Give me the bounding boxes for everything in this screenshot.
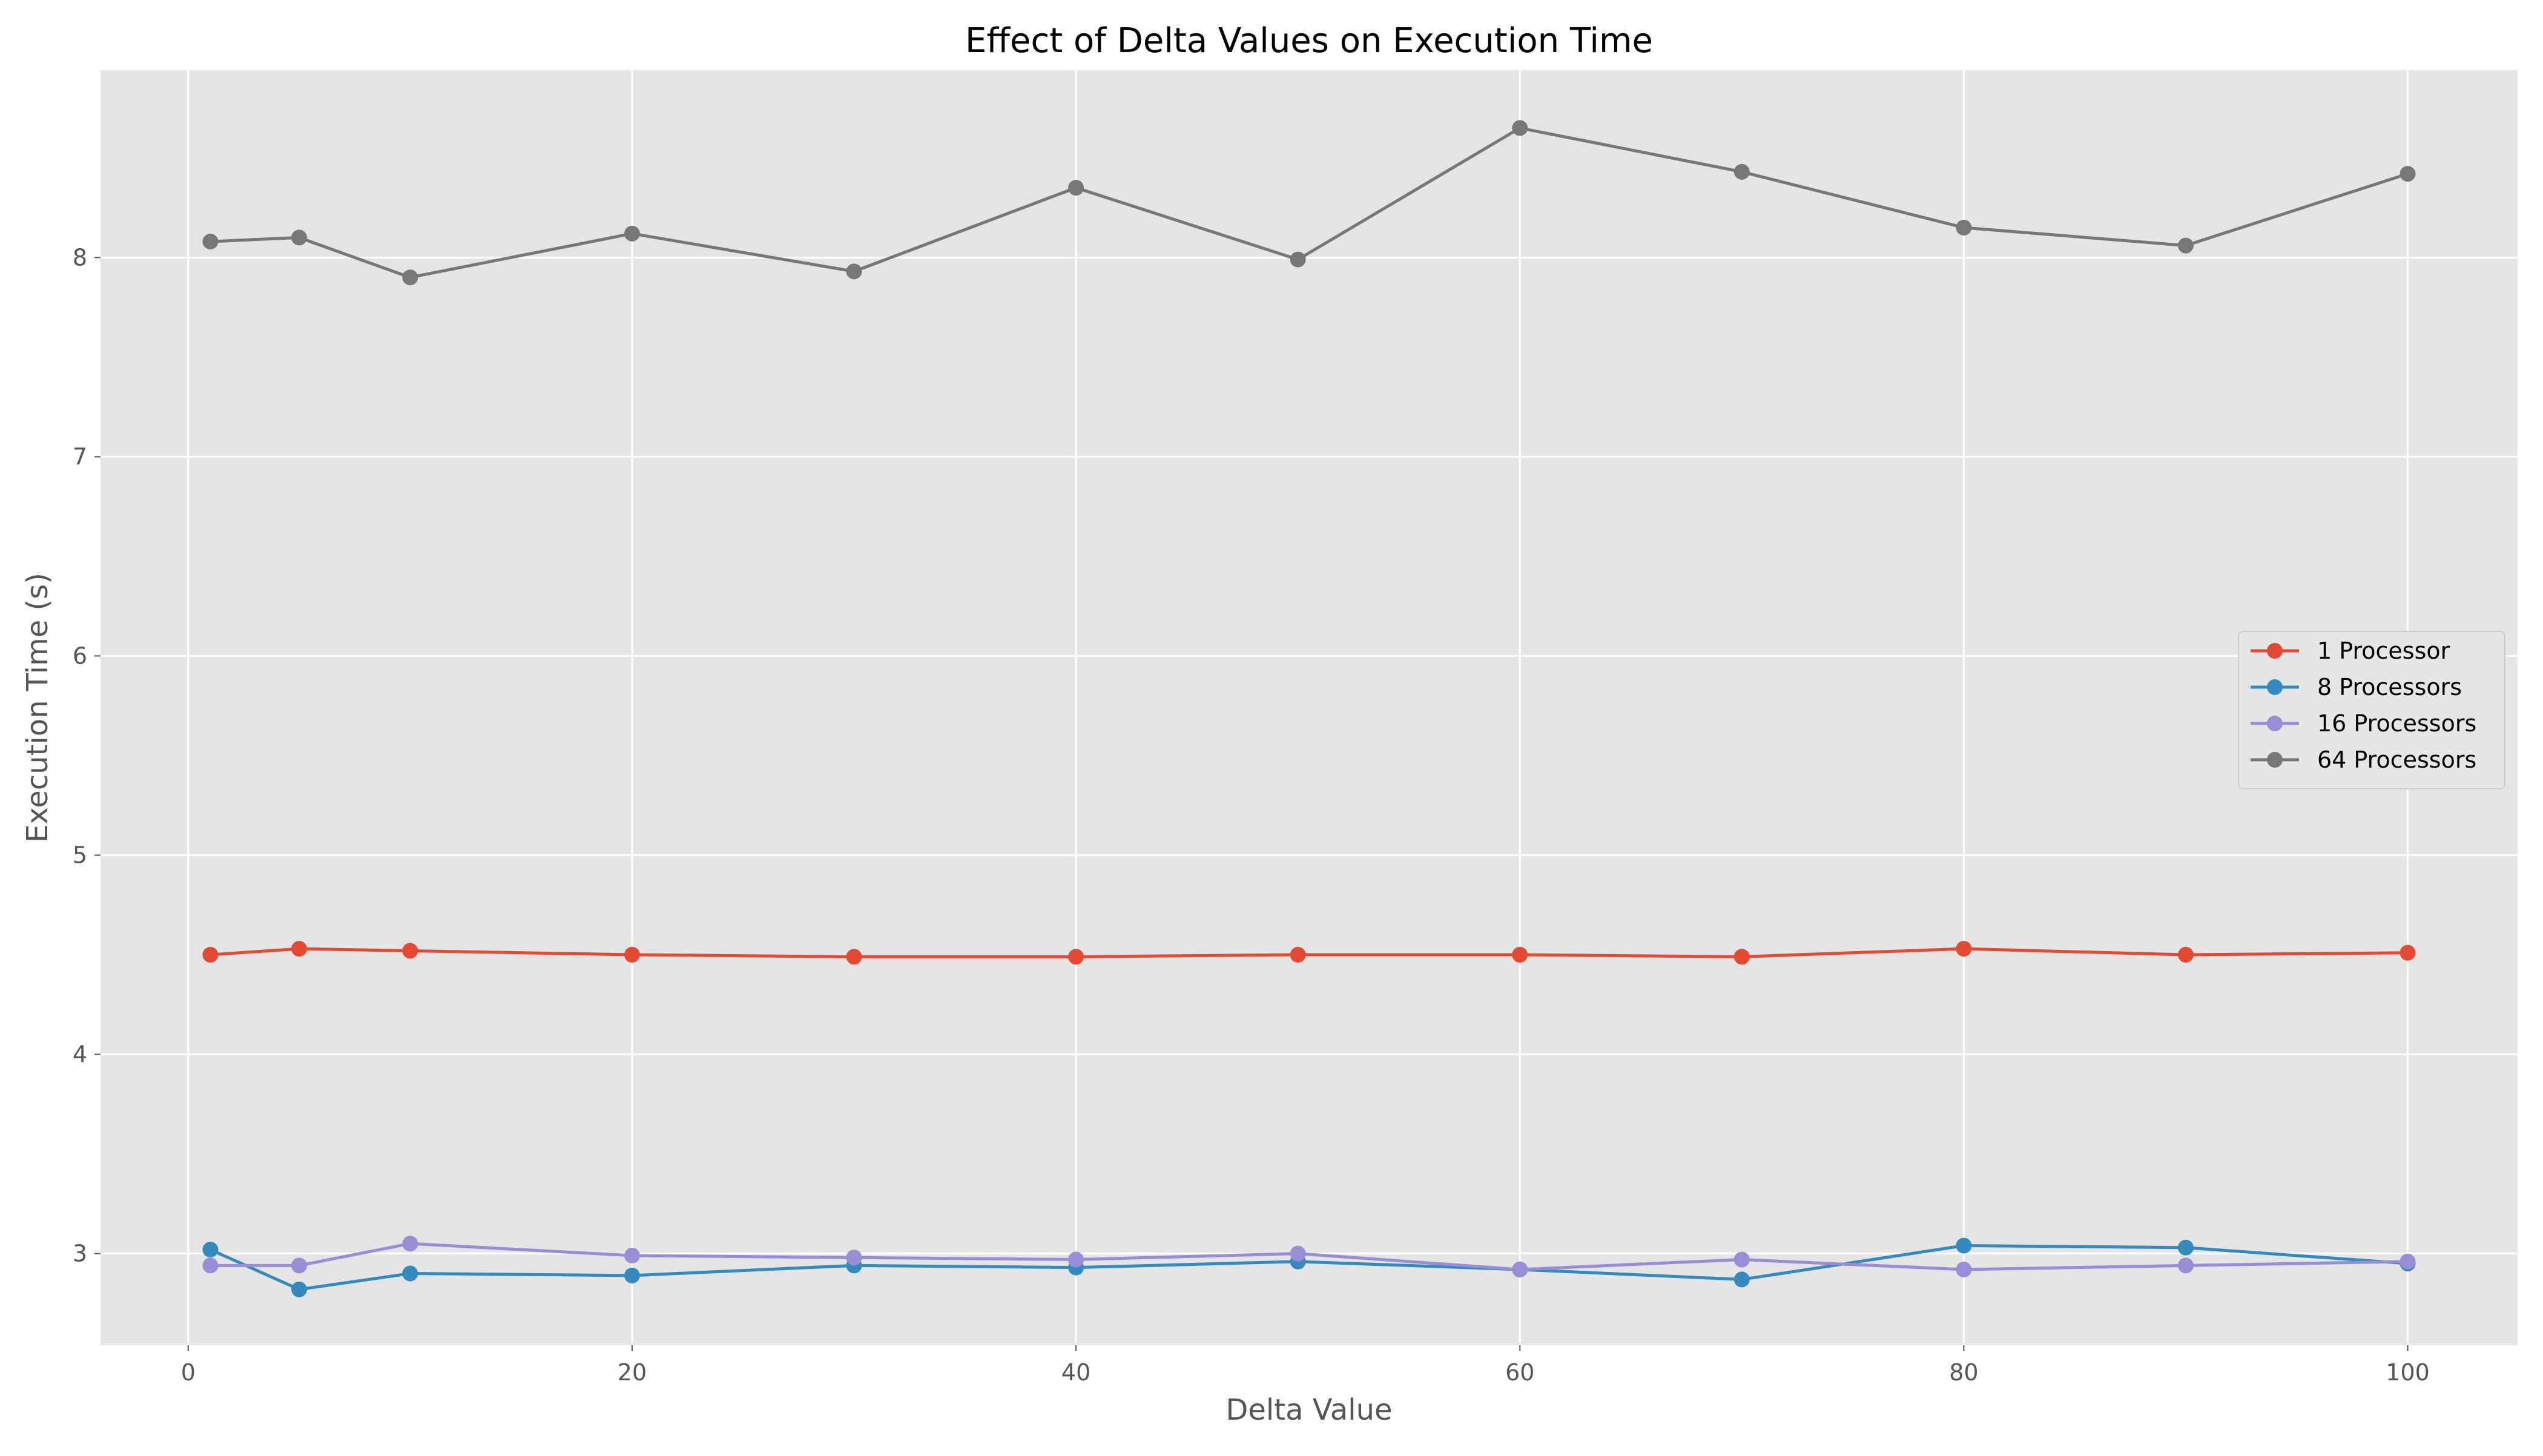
legend-marker	[2267, 716, 2283, 731]
data-point	[202, 233, 219, 249]
y-tick-label: 7	[73, 443, 87, 470]
x-tick-label: 80	[1949, 1359, 1978, 1386]
x-tick-label: 40	[1061, 1359, 1090, 1386]
data-point	[1068, 180, 1084, 196]
data-point	[1290, 1245, 1306, 1262]
y-tick-label: 6	[73, 642, 87, 669]
data-point	[1290, 947, 1306, 963]
x-tick-label: 20	[618, 1359, 647, 1386]
legend-label: 1 Processor	[2317, 637, 2450, 664]
data-point	[846, 949, 862, 965]
data-point	[291, 229, 308, 246]
data-point	[1068, 949, 1084, 965]
plot-area	[101, 70, 2518, 1345]
series-line	[210, 126, 2409, 279]
legend-item: 64 Processors	[2251, 746, 2476, 773]
data-point	[402, 943, 418, 959]
series-16-processors	[202, 1236, 2416, 1277]
data-point	[2177, 237, 2194, 254]
legend-label: 64 Processors	[2317, 746, 2476, 773]
x-tick-label: 0	[181, 1359, 196, 1386]
data-point	[1733, 1251, 1750, 1268]
data-point	[291, 1257, 308, 1274]
data-point	[2400, 1253, 2416, 1270]
data-point	[1512, 1261, 1528, 1277]
data-point	[624, 1247, 640, 1263]
legend: 1 Processor 8 Processors 16 Processors 64 P…	[2238, 631, 2505, 789]
data-point	[202, 1257, 219, 1274]
data-point	[1068, 1251, 1084, 1268]
y-tick-label: 3	[73, 1240, 87, 1267]
series-64-processors	[202, 120, 2416, 286]
data-point	[1733, 163, 1750, 180]
data-point	[624, 947, 640, 963]
data-point	[1290, 251, 1306, 268]
legend-item: 8 Processors	[2251, 674, 2462, 700]
data-point	[624, 1267, 640, 1283]
grid-lines	[101, 70, 2518, 1345]
x-axis-label: Delta Value	[1225, 1393, 1392, 1427]
legend-item: 16 Processors	[2251, 710, 2476, 737]
data-point	[1956, 941, 1972, 957]
legend-marker	[2267, 679, 2283, 695]
data-point	[1956, 219, 1972, 236]
y-tick-label: 4	[73, 1041, 87, 1068]
data-point	[1512, 120, 1528, 136]
y-tick-label: 5	[73, 842, 87, 869]
legend-marker	[2267, 752, 2283, 768]
series-line	[210, 947, 2408, 958]
legend-label: 16 Processors	[2317, 710, 2476, 737]
data-point	[291, 941, 308, 957]
data-series	[202, 120, 2416, 1297]
data-point	[291, 1281, 308, 1297]
y-axis-ticks: 3 4 5 6 7 8	[73, 244, 101, 1267]
series-line	[210, 1242, 2408, 1271]
chart-title: Effect of Delta Values on Execution Time	[965, 21, 1653, 61]
legend-box	[2238, 631, 2505, 789]
legend-item: 1 Processor	[2251, 637, 2450, 664]
data-point	[846, 1250, 862, 1266]
y-tick-label: 8	[73, 244, 87, 271]
data-point	[2177, 1239, 2194, 1256]
data-point	[1733, 949, 1750, 965]
data-point	[1512, 947, 1528, 963]
data-point	[402, 269, 418, 286]
x-tick-label: 100	[2386, 1359, 2430, 1386]
series-line	[209, 1244, 2408, 1291]
data-point	[402, 1236, 418, 1252]
data-point	[202, 947, 219, 963]
data-point	[624, 225, 640, 242]
y-axis-label: Execution Time (s)	[21, 573, 54, 843]
data-point	[2177, 947, 2194, 963]
data-point	[1956, 1261, 1972, 1277]
data-point	[2400, 166, 2416, 182]
data-point	[1956, 1237, 1972, 1254]
legend-marker	[2267, 643, 2283, 659]
x-axis-ticks: 0 20 40 60 80 100	[181, 1345, 2430, 1386]
x-tick-label: 60	[1505, 1359, 1534, 1386]
data-point	[402, 1265, 418, 1282]
series-1-processor	[202, 941, 2416, 965]
data-point	[2177, 1257, 2194, 1274]
data-point	[2400, 944, 2416, 961]
legend-label: 8 Processors	[2317, 674, 2462, 700]
data-point	[202, 1242, 219, 1258]
data-point	[846, 263, 862, 280]
data-point	[1733, 1271, 1750, 1288]
